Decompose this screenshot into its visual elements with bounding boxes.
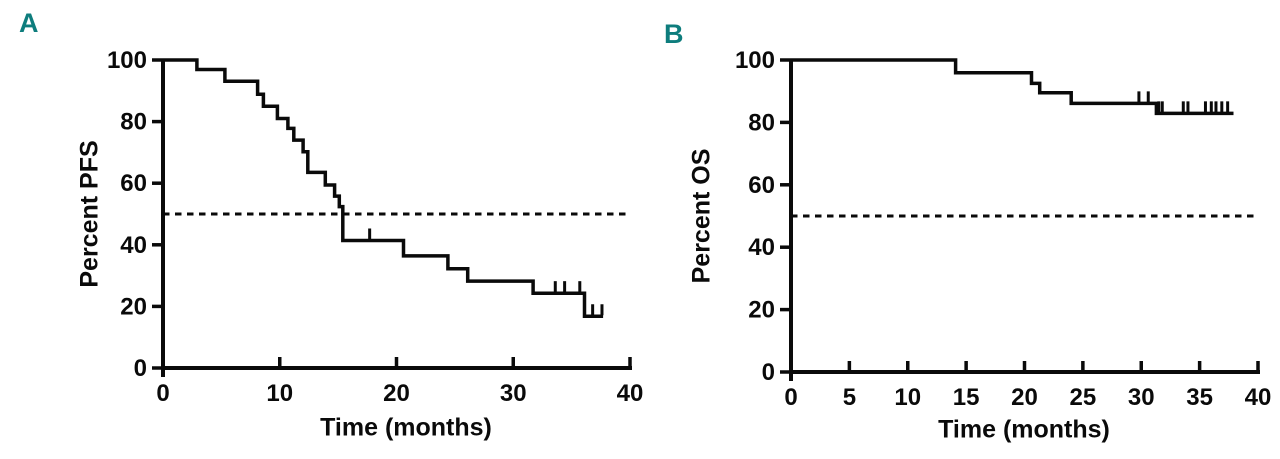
- x-tick-label: 10: [894, 384, 921, 411]
- y-axis-label-pfs: Percent PFS: [75, 140, 104, 288]
- x-tick-label: 20: [1011, 384, 1038, 411]
- y-tick-label: 40: [120, 232, 147, 259]
- y-tick-label: 60: [748, 172, 775, 199]
- y-tick-label: 40: [748, 234, 775, 261]
- y-tick-label: 0: [134, 355, 147, 382]
- x-tick-label: 25: [1070, 384, 1097, 411]
- y-tick-label: 0: [762, 359, 775, 386]
- x-axis-label-b: Time (months): [938, 415, 1110, 444]
- y-tick-label: 100: [735, 47, 775, 74]
- x-tick-label: 15: [953, 384, 980, 411]
- y-tick-label: 20: [120, 293, 147, 320]
- y-tick-label: 80: [120, 109, 147, 136]
- km-curve: [163, 58, 604, 319]
- y-tick-label: 80: [748, 109, 775, 136]
- x-tick-label: 5: [843, 384, 856, 411]
- km-curve: [791, 58, 1234, 116]
- x-tick-label: 35: [1186, 384, 1213, 411]
- x-tick-label: 10: [266, 380, 293, 407]
- x-tick-label: 40: [617, 380, 644, 407]
- x-tick-label: 30: [500, 380, 527, 407]
- x-tick-label: 0: [784, 384, 797, 411]
- y-tick-label: 60: [120, 170, 147, 197]
- y-axis-label-os: Percent OS: [687, 148, 716, 284]
- panel-label-a: A: [19, 8, 39, 38]
- panel-label-b: B: [664, 19, 684, 49]
- x-tick-label: 30: [1128, 384, 1155, 411]
- y-tick-label: 20: [748, 297, 775, 324]
- x-tick-label: 20: [383, 380, 410, 407]
- x-tick-label: 40: [1245, 384, 1272, 411]
- x-tick-label: 0: [156, 380, 169, 407]
- y-tick-label: 100: [107, 47, 147, 74]
- x-axis-label-a: Time (months): [320, 413, 492, 442]
